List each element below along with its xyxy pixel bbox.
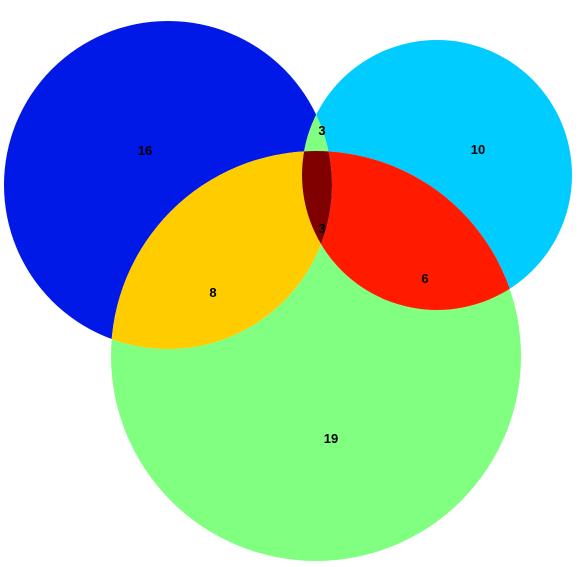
label-a-only: 16 bbox=[138, 143, 152, 158]
label-ac: 8 bbox=[209, 285, 216, 300]
label-bc: 6 bbox=[421, 271, 428, 286]
label-ab: 3 bbox=[318, 123, 325, 138]
label-b-only: 10 bbox=[471, 142, 485, 157]
label-abc: 3 bbox=[318, 221, 325, 236]
label-c-only: 19 bbox=[324, 431, 338, 446]
